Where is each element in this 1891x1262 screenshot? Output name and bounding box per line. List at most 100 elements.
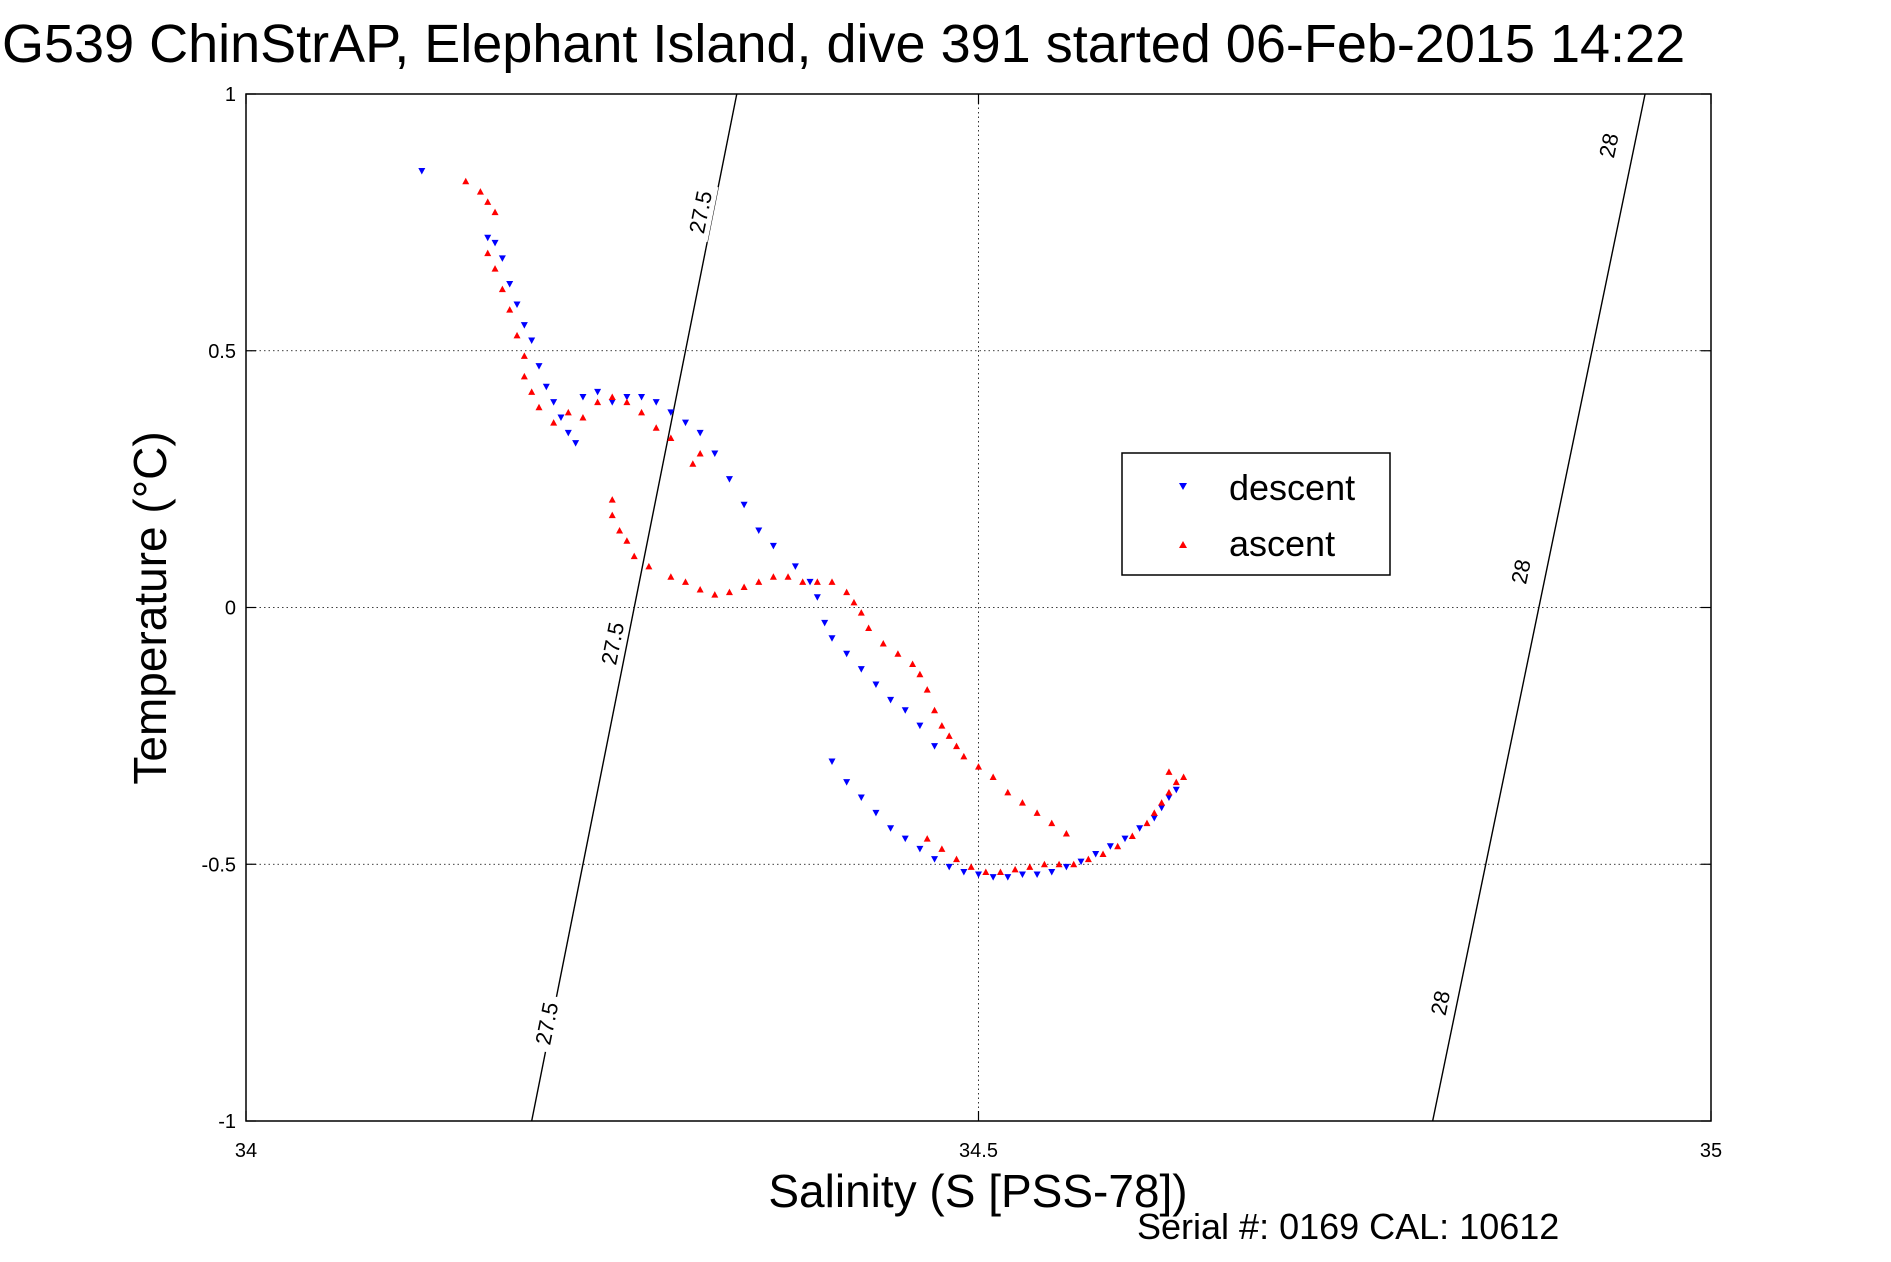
descent-point bbox=[828, 758, 836, 766]
descent-point bbox=[1018, 871, 1026, 879]
descent-point bbox=[843, 650, 851, 658]
contour-label-bg bbox=[594, 613, 631, 674]
ascent-point bbox=[645, 562, 653, 570]
descent-point bbox=[1158, 804, 1166, 812]
ascent-point bbox=[1143, 819, 1151, 827]
ascent-point bbox=[784, 573, 792, 580]
chart-title: G539 ChinStrAP, Elephant Island, dive 39… bbox=[2, 14, 1685, 74]
ascent-point bbox=[1099, 850, 1107, 857]
descent-point bbox=[1121, 835, 1129, 843]
descent-point bbox=[989, 874, 997, 881]
ascent-point bbox=[725, 588, 733, 596]
descent-point bbox=[528, 337, 536, 344]
ascent-point bbox=[769, 573, 777, 580]
ascent-point bbox=[520, 372, 528, 380]
density-contour-28 bbox=[1431, 93, 1646, 1122]
descent-point bbox=[791, 563, 799, 570]
descent-point bbox=[857, 794, 865, 801]
ascent-point bbox=[828, 578, 836, 585]
ascent-point bbox=[938, 722, 946, 729]
descent-point bbox=[579, 393, 587, 401]
ascent-point bbox=[623, 537, 631, 544]
descent-point bbox=[872, 809, 880, 817]
descent-point bbox=[1172, 786, 1180, 794]
descent-point bbox=[506, 280, 514, 288]
contour-label-bg bbox=[1421, 972, 1459, 1033]
contour-label-bg bbox=[681, 182, 719, 243]
descent-point bbox=[696, 429, 704, 437]
descent-point bbox=[725, 476, 733, 483]
ascent-point bbox=[682, 578, 689, 585]
y-tick-label: 0.5 bbox=[208, 341, 236, 363]
ascent-point bbox=[608, 393, 616, 400]
ascent-point bbox=[667, 573, 675, 580]
ascent-point bbox=[894, 650, 902, 657]
descent-point bbox=[1048, 868, 1056, 876]
y-axis-ticks: -1 -0.5 0 0.5 1 bbox=[202, 84, 1711, 1133]
y-axis-label: Temperature (°C) bbox=[124, 431, 176, 784]
ascent-point bbox=[1048, 819, 1056, 827]
ascent-point bbox=[616, 526, 624, 534]
series-ascent bbox=[462, 177, 1188, 875]
ascent-point bbox=[535, 403, 543, 411]
ascent-point bbox=[813, 578, 821, 585]
descent-point bbox=[1136, 825, 1144, 832]
descent-point bbox=[1077, 858, 1085, 866]
ascent-point bbox=[491, 265, 499, 272]
descent-point bbox=[813, 594, 821, 601]
x-tick-label: 35 bbox=[1700, 1140, 1722, 1162]
descent-point bbox=[535, 363, 543, 370]
descent-point bbox=[1004, 874, 1012, 881]
descent-point bbox=[711, 450, 719, 457]
descent-point bbox=[682, 419, 689, 427]
ascent-point bbox=[498, 285, 506, 293]
descent-point bbox=[594, 388, 602, 396]
descent-point bbox=[572, 440, 580, 447]
descent-point bbox=[887, 696, 895, 704]
contour-label: 28 bbox=[1594, 131, 1623, 160]
descent-point bbox=[418, 168, 426, 175]
x-tick-label: 34 bbox=[235, 1140, 257, 1162]
ascent-point bbox=[667, 434, 675, 442]
series-descent bbox=[418, 168, 1180, 881]
descent-point bbox=[843, 779, 851, 786]
descent-point bbox=[901, 707, 909, 714]
ascent-point bbox=[740, 583, 748, 590]
x-axis-label: Salinity (S [PSS-78]) bbox=[768, 1165, 1187, 1217]
ascent-point bbox=[1128, 832, 1136, 840]
descent-point bbox=[608, 399, 616, 406]
ascent-point bbox=[953, 742, 961, 750]
density-contour-27.5 bbox=[530, 93, 738, 1122]
ascent-point bbox=[1055, 860, 1063, 868]
ascent-point bbox=[1172, 778, 1180, 786]
contour-label-bg bbox=[1590, 115, 1627, 176]
ascent-point bbox=[1026, 863, 1034, 870]
ascent-point bbox=[491, 208, 499, 216]
ascent-point bbox=[755, 578, 763, 585]
ascent-point bbox=[923, 835, 931, 842]
descent-point bbox=[550, 399, 558, 406]
descent-point bbox=[821, 619, 829, 627]
descent-point bbox=[1150, 815, 1158, 822]
x-axis-ticks: 34 34.5 35 bbox=[235, 94, 1722, 1162]
descent-point bbox=[806, 578, 814, 586]
descent-point bbox=[755, 527, 763, 534]
contour-label: 28 bbox=[1506, 557, 1535, 586]
descent-point bbox=[916, 845, 924, 853]
descent-point bbox=[1106, 843, 1114, 850]
ascent-point bbox=[967, 863, 975, 870]
ascent-point bbox=[953, 855, 961, 863]
descent-point bbox=[623, 393, 631, 401]
descent-point bbox=[769, 542, 777, 550]
ascent-point bbox=[564, 408, 572, 416]
ascent-point bbox=[1033, 809, 1041, 816]
ascent-point bbox=[996, 868, 1004, 875]
ascent-point bbox=[1004, 788, 1012, 796]
ascent-point bbox=[594, 398, 602, 406]
ascent-point bbox=[476, 188, 484, 195]
ascent-point bbox=[799, 578, 807, 585]
y-tick-label: -1 bbox=[218, 1111, 236, 1133]
ascent-point bbox=[506, 306, 514, 313]
ascent-point bbox=[1165, 768, 1173, 775]
ascent-point bbox=[696, 586, 704, 593]
